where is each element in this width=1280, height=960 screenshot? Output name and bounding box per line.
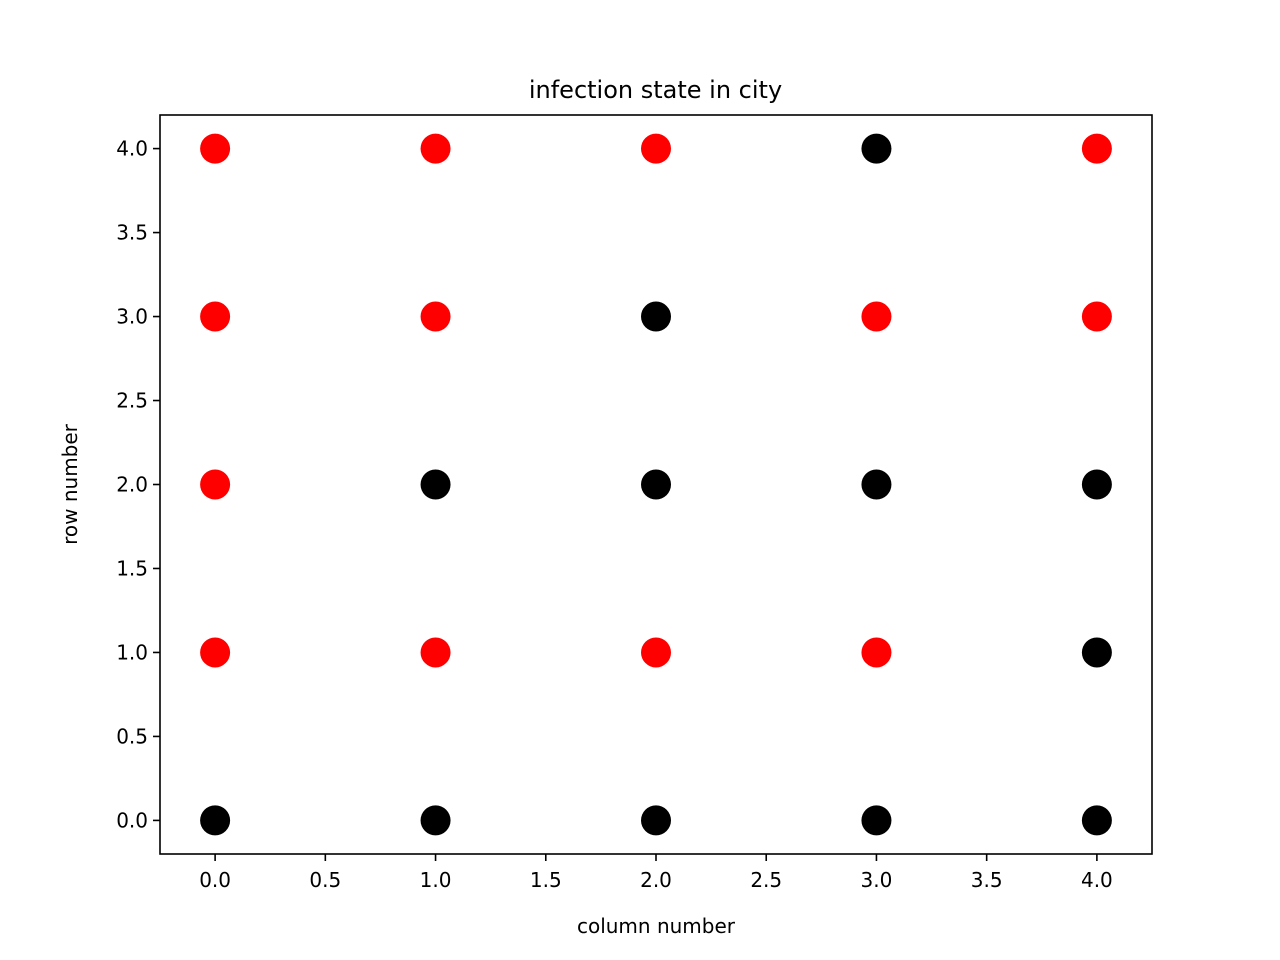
data-point — [200, 469, 231, 500]
data-point — [200, 805, 231, 836]
y-tick-label: 4.0 — [116, 137, 148, 161]
data-point — [1081, 637, 1112, 668]
x-axis-label: column number — [577, 914, 736, 938]
data-point — [861, 301, 892, 332]
data-point — [641, 301, 671, 332]
x-axis-ticks: 0.0 0.5 1.0 1.5 2.0 2.5 3.0 3.5 4.0 — [199, 854, 1113, 892]
data-point — [420, 469, 451, 500]
data-point — [861, 469, 892, 500]
x-tick-label: 3.0 — [861, 868, 893, 892]
y-tick-label: 1.5 — [116, 556, 148, 580]
x-tick-label: 0.5 — [309, 868, 341, 892]
x-tick-label: 3.5 — [971, 868, 1003, 892]
data-point — [200, 637, 231, 668]
data-point — [641, 637, 671, 668]
x-tick-label: 2.5 — [750, 868, 782, 892]
y-tick-label: 1.0 — [116, 640, 148, 664]
y-tick-label: 0.5 — [116, 724, 148, 748]
data-point — [420, 805, 451, 836]
data-point — [200, 301, 231, 332]
data-point — [861, 637, 892, 668]
data-point — [420, 637, 451, 668]
chart-title: infection state in city — [529, 76, 782, 104]
y-axis-label: row number — [58, 423, 82, 545]
data-point — [1081, 469, 1112, 500]
x-tick-label: 4.0 — [1081, 868, 1113, 892]
data-point — [420, 133, 451, 164]
y-tick-label: 3.0 — [116, 305, 148, 329]
data-points — [200, 133, 1112, 836]
y-axis-ticks: 0.0 0.5 1.0 1.5 2.0 2.5 3.0 3.5 4.0 — [116, 137, 160, 832]
y-tick-label: 2.5 — [116, 389, 148, 413]
data-point — [861, 805, 892, 836]
x-tick-label: 1.5 — [530, 868, 562, 892]
data-point — [200, 133, 231, 164]
data-point — [1081, 805, 1112, 836]
y-tick-label: 3.5 — [116, 221, 148, 245]
data-point — [861, 133, 892, 164]
y-tick-label: 0.0 — [116, 808, 148, 832]
data-point — [641, 805, 671, 836]
data-point — [1081, 301, 1112, 332]
data-point — [420, 301, 451, 332]
x-tick-label: 1.0 — [420, 868, 452, 892]
data-point — [641, 133, 671, 164]
data-point — [641, 469, 671, 500]
x-tick-label: 0.0 — [199, 868, 231, 892]
x-tick-label: 2.0 — [640, 868, 672, 892]
data-point — [1081, 133, 1112, 164]
y-tick-label: 2.0 — [116, 473, 148, 497]
